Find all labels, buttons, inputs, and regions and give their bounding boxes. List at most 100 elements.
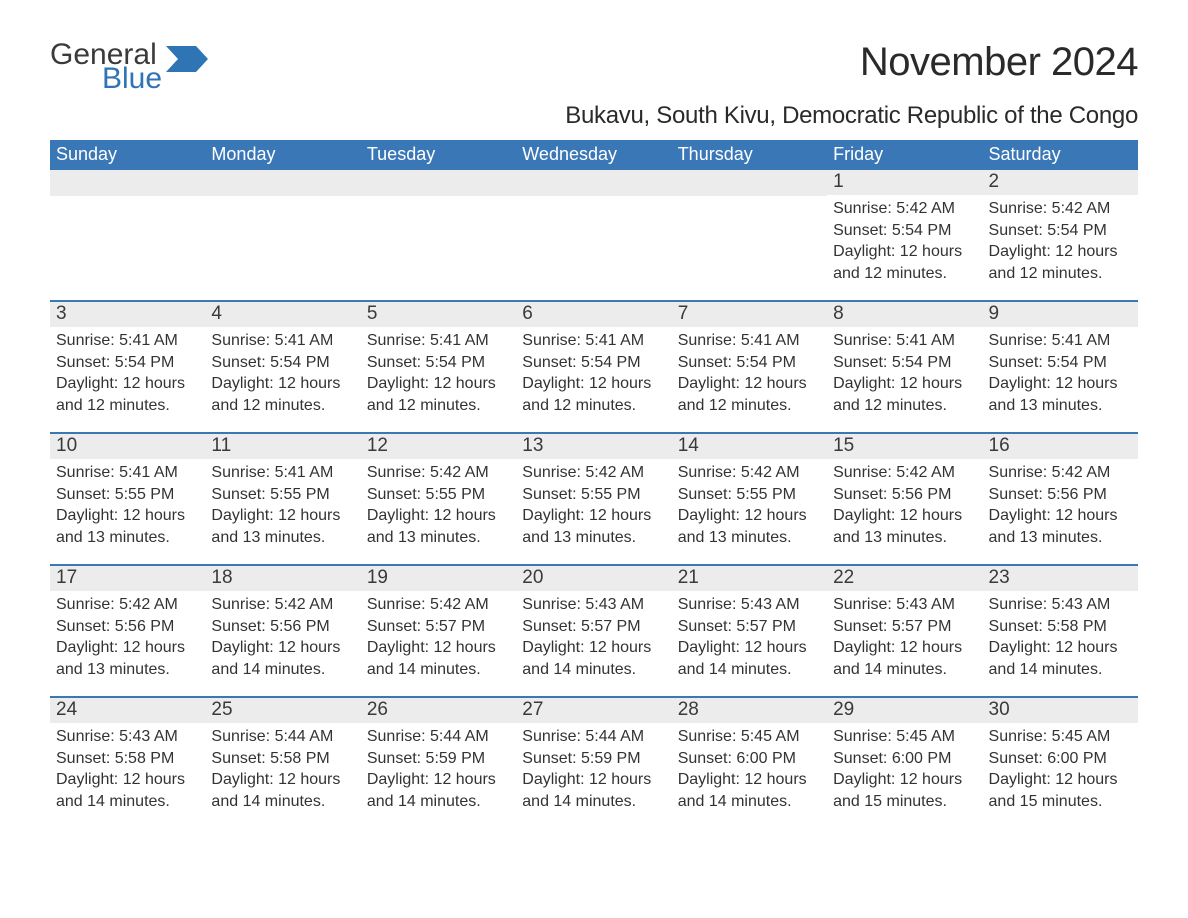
- sunrise-line: Sunrise: 5:42 AM: [522, 462, 665, 484]
- day-details: Sunrise: 5:44 AMSunset: 5:59 PMDaylight:…: [361, 723, 516, 816]
- day-details: Sunrise: 5:42 AMSunset: 5:56 PMDaylight:…: [50, 591, 205, 684]
- daylight-line: Daylight: 12 hours and 14 minutes.: [522, 637, 665, 680]
- sunrise-line: Sunrise: 5:42 AM: [56, 594, 199, 616]
- day-details: Sunrise: 5:42 AMSunset: 5:55 PMDaylight:…: [672, 459, 827, 552]
- day-cell: 5Sunrise: 5:41 AMSunset: 5:54 PMDaylight…: [361, 302, 516, 426]
- daylight-line: Daylight: 12 hours and 12 minutes.: [833, 373, 976, 416]
- sunset-line: Sunset: 5:55 PM: [678, 484, 821, 506]
- day-number-empty: [205, 170, 360, 196]
- day-number-empty: [672, 170, 827, 196]
- day-cell: [50, 170, 205, 294]
- day-number: 1: [827, 170, 982, 195]
- sunrise-line: Sunrise: 5:42 AM: [367, 462, 510, 484]
- sunrise-line: Sunrise: 5:45 AM: [989, 726, 1132, 748]
- day-header: Tuesday: [361, 140, 516, 170]
- sunset-line: Sunset: 5:54 PM: [678, 352, 821, 374]
- day-number-empty: [361, 170, 516, 196]
- day-details: Sunrise: 5:43 AMSunset: 5:57 PMDaylight:…: [827, 591, 982, 684]
- day-cell: [516, 170, 671, 294]
- logo: General Blue: [50, 40, 208, 94]
- day-details: Sunrise: 5:41 AMSunset: 5:55 PMDaylight:…: [50, 459, 205, 552]
- sunrise-line: Sunrise: 5:42 AM: [367, 594, 510, 616]
- day-number: 27: [516, 698, 671, 723]
- logo-text: General Blue: [50, 40, 162, 94]
- day-details: Sunrise: 5:42 AMSunset: 5:56 PMDaylight:…: [827, 459, 982, 552]
- daylight-line: Daylight: 12 hours and 14 minutes.: [211, 637, 354, 680]
- day-number: 20: [516, 566, 671, 591]
- daylight-line: Daylight: 12 hours and 14 minutes.: [367, 637, 510, 680]
- day-cell: [205, 170, 360, 294]
- daylight-line: Daylight: 12 hours and 14 minutes.: [833, 637, 976, 680]
- sunrise-line: Sunrise: 5:41 AM: [678, 330, 821, 352]
- day-header: Friday: [827, 140, 982, 170]
- daylight-line: Daylight: 12 hours and 13 minutes.: [989, 373, 1132, 416]
- sunrise-line: Sunrise: 5:43 AM: [56, 726, 199, 748]
- sunset-line: Sunset: 6:00 PM: [989, 748, 1132, 770]
- sunrise-line: Sunrise: 5:42 AM: [211, 594, 354, 616]
- day-details: Sunrise: 5:42 AMSunset: 5:56 PMDaylight:…: [205, 591, 360, 684]
- sunset-line: Sunset: 5:56 PM: [56, 616, 199, 638]
- day-header: Wednesday: [516, 140, 671, 170]
- sunset-line: Sunset: 5:54 PM: [833, 352, 976, 374]
- day-cell: 29Sunrise: 5:45 AMSunset: 6:00 PMDayligh…: [827, 698, 982, 822]
- sunrise-line: Sunrise: 5:42 AM: [678, 462, 821, 484]
- day-details: Sunrise: 5:43 AMSunset: 5:57 PMDaylight:…: [516, 591, 671, 684]
- sunset-line: Sunset: 5:59 PM: [367, 748, 510, 770]
- sunset-line: Sunset: 6:00 PM: [833, 748, 976, 770]
- sunset-line: Sunset: 5:57 PM: [522, 616, 665, 638]
- sunrise-line: Sunrise: 5:42 AM: [989, 198, 1132, 220]
- daylight-line: Daylight: 12 hours and 15 minutes.: [833, 769, 976, 812]
- sunrise-line: Sunrise: 5:45 AM: [678, 726, 821, 748]
- daylight-line: Daylight: 12 hours and 14 minutes.: [367, 769, 510, 812]
- day-number: 12: [361, 434, 516, 459]
- sunset-line: Sunset: 6:00 PM: [678, 748, 821, 770]
- daylight-line: Daylight: 12 hours and 13 minutes.: [367, 505, 510, 548]
- day-details: Sunrise: 5:42 AMSunset: 5:54 PMDaylight:…: [827, 195, 982, 288]
- sunset-line: Sunset: 5:55 PM: [367, 484, 510, 506]
- sunset-line: Sunset: 5:56 PM: [833, 484, 976, 506]
- day-details: Sunrise: 5:44 AMSunset: 5:59 PMDaylight:…: [516, 723, 671, 816]
- daylight-line: Daylight: 12 hours and 13 minutes.: [56, 505, 199, 548]
- day-number: 6: [516, 302, 671, 327]
- sunset-line: Sunset: 5:56 PM: [989, 484, 1132, 506]
- sunset-line: Sunset: 5:54 PM: [367, 352, 510, 374]
- day-cell: 6Sunrise: 5:41 AMSunset: 5:54 PMDaylight…: [516, 302, 671, 426]
- week-row: 3Sunrise: 5:41 AMSunset: 5:54 PMDaylight…: [50, 300, 1138, 426]
- day-number: 4: [205, 302, 360, 327]
- sunset-line: Sunset: 5:54 PM: [989, 220, 1132, 242]
- daylight-line: Daylight: 12 hours and 12 minutes.: [989, 241, 1132, 284]
- day-number-empty: [50, 170, 205, 196]
- sunset-line: Sunset: 5:58 PM: [56, 748, 199, 770]
- day-number: 16: [983, 434, 1138, 459]
- day-number: 18: [205, 566, 360, 591]
- day-cell: 15Sunrise: 5:42 AMSunset: 5:56 PMDayligh…: [827, 434, 982, 558]
- day-details: Sunrise: 5:44 AMSunset: 5:58 PMDaylight:…: [205, 723, 360, 816]
- day-number: 11: [205, 434, 360, 459]
- day-cell: [361, 170, 516, 294]
- page-title: November 2024: [860, 40, 1138, 85]
- day-number: 7: [672, 302, 827, 327]
- day-number: 2: [983, 170, 1138, 195]
- day-number: 26: [361, 698, 516, 723]
- daylight-line: Daylight: 12 hours and 13 minutes.: [833, 505, 976, 548]
- day-number: 17: [50, 566, 205, 591]
- day-details: Sunrise: 5:42 AMSunset: 5:55 PMDaylight:…: [516, 459, 671, 552]
- day-details: Sunrise: 5:41 AMSunset: 5:54 PMDaylight:…: [205, 327, 360, 420]
- day-cell: 23Sunrise: 5:43 AMSunset: 5:58 PMDayligh…: [983, 566, 1138, 690]
- day-number-empty: [516, 170, 671, 196]
- sunrise-line: Sunrise: 5:44 AM: [211, 726, 354, 748]
- day-number: 21: [672, 566, 827, 591]
- day-cell: 17Sunrise: 5:42 AMSunset: 5:56 PMDayligh…: [50, 566, 205, 690]
- sunset-line: Sunset: 5:59 PM: [522, 748, 665, 770]
- day-cell: 18Sunrise: 5:42 AMSunset: 5:56 PMDayligh…: [205, 566, 360, 690]
- day-details: Sunrise: 5:45 AMSunset: 6:00 PMDaylight:…: [827, 723, 982, 816]
- day-cell: 30Sunrise: 5:45 AMSunset: 6:00 PMDayligh…: [983, 698, 1138, 822]
- sunrise-line: Sunrise: 5:43 AM: [522, 594, 665, 616]
- daylight-line: Daylight: 12 hours and 12 minutes.: [833, 241, 976, 284]
- day-header-row: SundayMondayTuesdayWednesdayThursdayFrid…: [50, 140, 1138, 170]
- day-number: 10: [50, 434, 205, 459]
- day-header: Monday: [205, 140, 360, 170]
- day-cell: 26Sunrise: 5:44 AMSunset: 5:59 PMDayligh…: [361, 698, 516, 822]
- day-number: 19: [361, 566, 516, 591]
- day-cell: 22Sunrise: 5:43 AMSunset: 5:57 PMDayligh…: [827, 566, 982, 690]
